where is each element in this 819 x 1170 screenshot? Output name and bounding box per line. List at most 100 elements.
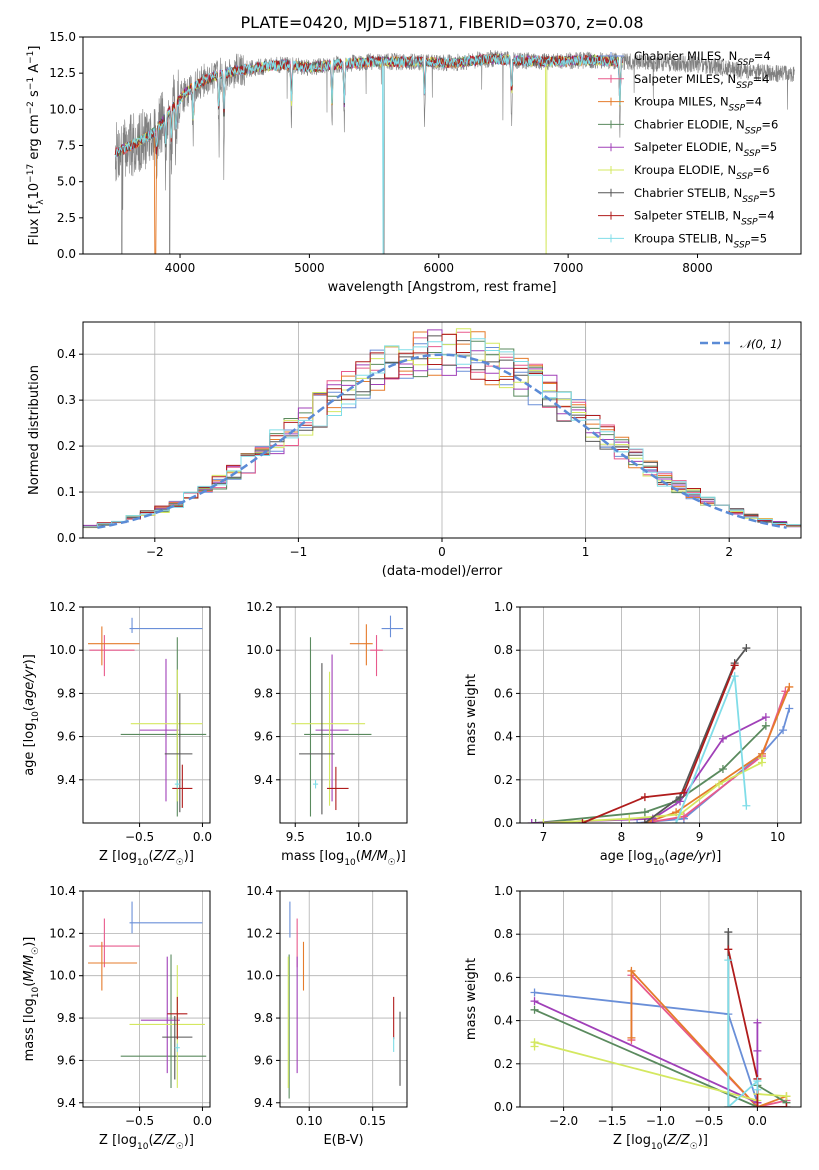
mass-vs-z-xtick-label: −0.5 bbox=[125, 1114, 154, 1128]
massweight-vs-age-marker bbox=[757, 754, 766, 763]
massweight-vs-z-xtick-label: −0.5 bbox=[694, 1114, 723, 1128]
massweight-vs-z-marker bbox=[782, 1103, 791, 1107]
age-vs-z-xtick-label: −0.5 bbox=[125, 830, 154, 844]
massweight-vs-z-ylabel: mass weight bbox=[464, 958, 479, 1040]
mass-vs-z-ytick-label: 10.2 bbox=[49, 926, 76, 940]
massweight-vs-age-ytick-label: 1.0 bbox=[494, 600, 513, 614]
age-vs-z-ytick-label: 9.8 bbox=[57, 686, 76, 700]
age-vs-z-xlabel: Z [log10(Z/Z☉)] bbox=[99, 849, 194, 868]
massweight-vs-age-marker bbox=[718, 734, 727, 743]
mass-vs-ebv-ytick-label: 10.2 bbox=[246, 926, 273, 940]
spectrum-xtick-label: 7000 bbox=[553, 261, 584, 275]
massweight-vs-age-marker bbox=[730, 672, 739, 681]
mass-vs-ebv-xtick-label: 0.15 bbox=[359, 1114, 386, 1128]
spectrum-legend-label: Salpeter ELODIE, NSSP=5 bbox=[634, 140, 777, 159]
age-vs-mass-ytick-label: 10.2 bbox=[246, 600, 273, 614]
age-vs-z-xtick-label: 0.0 bbox=[193, 830, 212, 844]
massweight-vs-age-axes bbox=[520, 606, 801, 824]
massweight-vs-z-xtick-label: −1.0 bbox=[646, 1114, 675, 1128]
massweight-vs-z-ytick-label: 0.2 bbox=[494, 1057, 513, 1071]
residuals-histogram bbox=[83, 338, 801, 530]
age-vs-mass-plot-frame bbox=[279, 606, 408, 824]
massweight-vs-z-ytick-label: 0.0 bbox=[494, 1100, 513, 1114]
residuals-xtick-label: 0 bbox=[438, 545, 446, 559]
massweight-vs-age-marker bbox=[742, 644, 751, 653]
massweight-vs-z-marker bbox=[627, 1033, 636, 1042]
spectrum-ytick-label: 0.0 bbox=[57, 247, 76, 261]
massweight-vs-age-marker bbox=[715, 780, 724, 789]
massweight-vs-age-marker bbox=[539, 819, 548, 823]
massweight-vs-age-marker bbox=[785, 682, 794, 691]
massweight-vs-age-xlabel: age [log10(age/yr)] bbox=[600, 849, 722, 868]
age-vs-z-ytick-label: 10.0 bbox=[49, 643, 76, 657]
massweight-vs-age-marker bbox=[527, 819, 536, 823]
massweight-vs-age-marker bbox=[679, 788, 688, 797]
massweight-vs-age-marker bbox=[779, 726, 788, 735]
age-vs-mass-xtick-label: 10.0 bbox=[345, 830, 372, 844]
mass-vs-z-xtick-label: 0.0 bbox=[193, 1114, 212, 1128]
mass-vs-z-ytick-label: 10.0 bbox=[49, 969, 76, 983]
age-vs-mass-xtick-label: 9.5 bbox=[286, 830, 305, 844]
massweight-vs-z-ytick-label: 1.0 bbox=[494, 884, 513, 898]
mass-vs-z-ytick-label: 9.4 bbox=[57, 1096, 76, 1110]
mass-vs-ebv-points bbox=[287, 901, 401, 1099]
mass-vs-z-xlabel: Z [log10(Z/Z☉)] bbox=[99, 1133, 194, 1152]
massweight-vs-z-marker bbox=[724, 1103, 733, 1107]
massweight-vs-age-plot-frame bbox=[519, 606, 802, 824]
spectrum-xtick-label: 4000 bbox=[165, 261, 196, 275]
massweight-vs-age-marker bbox=[742, 801, 751, 810]
massweight-vs-age-marker bbox=[672, 819, 681, 823]
spectrum-ytick-label: 2.5 bbox=[57, 211, 76, 225]
spectrum-ytick-label: 12.5 bbox=[49, 66, 76, 80]
massweight-vs-z-marker bbox=[753, 1018, 762, 1027]
age-vs-mass-ytick-label: 9.4 bbox=[254, 773, 273, 787]
spectrum-title: PLATE=0420, MJD=51871, FIBERID=0370, z=0… bbox=[240, 13, 643, 32]
residuals-xtick-label: 1 bbox=[582, 545, 590, 559]
age-vs-z-plot-frame bbox=[82, 606, 211, 824]
massweight-vs-age-xtick-label: 10 bbox=[770, 830, 785, 844]
residuals-ylabel: Normed distribution bbox=[27, 365, 42, 495]
spectrum-ytick-label: 10.0 bbox=[49, 102, 76, 116]
age-vs-mass-xlabel: mass [log10(M/M☉)] bbox=[281, 849, 406, 868]
massweight-vs-z-marker bbox=[530, 997, 539, 1006]
mass-vs-ebv-frame: 0.10 0.15 9.4 9.6 9.8 10.0 10.2 10.4 E(B-V) bbox=[246, 884, 408, 1148]
massweight-vs-age-ylabel: mass weight bbox=[464, 674, 479, 756]
massweight-vs-z-ytick-label: 0.8 bbox=[494, 927, 513, 941]
massweight-vs-age-ytick-label: 0.6 bbox=[494, 686, 513, 700]
massweight-vs-age-marker bbox=[761, 721, 770, 730]
residuals-xtick-label: −1 bbox=[290, 545, 308, 559]
spectrum-xtick-label: 5000 bbox=[294, 261, 325, 275]
massweight-vs-z-marker bbox=[753, 1046, 762, 1055]
residuals-ytick-label: 0.1 bbox=[57, 485, 76, 499]
age-vs-z-ytick-label: 9.6 bbox=[57, 730, 76, 744]
age-vs-mass-axes bbox=[280, 606, 407, 823]
mass-vs-ebv-plot-frame bbox=[279, 890, 408, 1108]
massweight-vs-z-marker bbox=[530, 1005, 539, 1014]
mass-vs-ebv-ytick-label: 10.4 bbox=[246, 884, 273, 898]
spectrum-ytick-label: 15.0 bbox=[49, 30, 76, 44]
residuals-ytick-label: 0.4 bbox=[57, 347, 76, 361]
spectrum-legend-label: Salpeter STELIB, NSSP=4 bbox=[634, 209, 775, 228]
massweight-vs-z-frame: −2.0 −1.5 −1.0 −0.5 0.0 0.0 0.2 0.4 0.6 0.8 1.0 Z [… bbox=[464, 884, 802, 1152]
massweight-vs-age-marker bbox=[578, 819, 587, 823]
massweight-vs-age-marker bbox=[640, 819, 649, 823]
spectrum-xtick-label: 6000 bbox=[423, 261, 454, 275]
massweight-vs-z-marker bbox=[724, 928, 733, 937]
residuals-xlabel: (data-model)/error bbox=[382, 564, 503, 579]
mass-vs-z-ytick-label: 10.4 bbox=[49, 884, 76, 898]
massweight-vs-z-line bbox=[534, 1000, 759, 1105]
massweight-vs-z-marker bbox=[724, 945, 733, 954]
mass-vs-ebv-xtick-label: 0.10 bbox=[296, 1114, 323, 1128]
residuals-legend-label: 𝒩(0, 1) bbox=[740, 337, 782, 351]
mass-vs-z-axes bbox=[83, 890, 210, 1107]
massweight-vs-z-ytick-label: 0.6 bbox=[494, 970, 513, 984]
spectrum-ytick-label: 7.5 bbox=[57, 139, 76, 153]
spectrum-legend-label: Kroupa STELIB, NSSP=5 bbox=[634, 231, 767, 250]
mass-vs-ebv-ytick-label: 9.8 bbox=[254, 1011, 273, 1025]
mass-vs-z-ytick-label: 9.8 bbox=[57, 1011, 76, 1025]
spectrum-xtick-label: 8000 bbox=[682, 261, 713, 275]
age-vs-z-frame: −0.5 0.0 9.4 9.6 9.8 10.0 10.2 Z [log10(Z/Z☉)] a… bbox=[22, 600, 212, 868]
massweight-vs-age-marker bbox=[625, 814, 634, 823]
spectrum-legend-label: Salpeter MILES, NSSP=4 bbox=[634, 72, 770, 91]
residuals-legend: 𝒩(0, 1) bbox=[700, 337, 782, 351]
